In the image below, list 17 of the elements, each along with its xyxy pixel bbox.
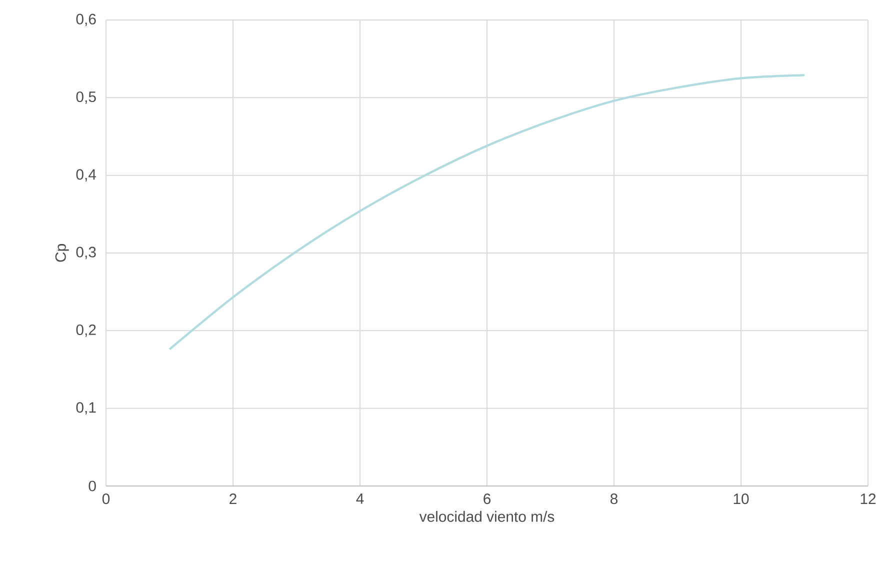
x-tick-label: 10 — [734, 494, 749, 504]
x-tick-label: 4 — [356, 494, 364, 504]
x-tick-label: 8 — [610, 494, 618, 504]
line-series — [168, 74, 806, 350]
x-tick-label: 12 — [860, 494, 876, 504]
y-tick-label: 0,3 — [76, 246, 96, 260]
y-tick-label: 0,5 — [76, 91, 96, 104]
x-tick-label: 6 — [484, 494, 491, 504]
y-tick-label: 0 — [88, 480, 96, 492]
y-tick-label: 0,2 — [76, 324, 96, 337]
x-tick-label: 2 — [230, 494, 236, 504]
x-axis-title: velocidad viento m/s — [419, 510, 554, 522]
y-tick-label: 0,4 — [76, 169, 96, 182]
y-axis-title: Cp — [55, 244, 69, 262]
y-tick-label: 0,6 — [76, 14, 96, 26]
y-tick-label: 0,1 — [76, 402, 96, 414]
x-tick-label: 0 — [102, 494, 110, 504]
